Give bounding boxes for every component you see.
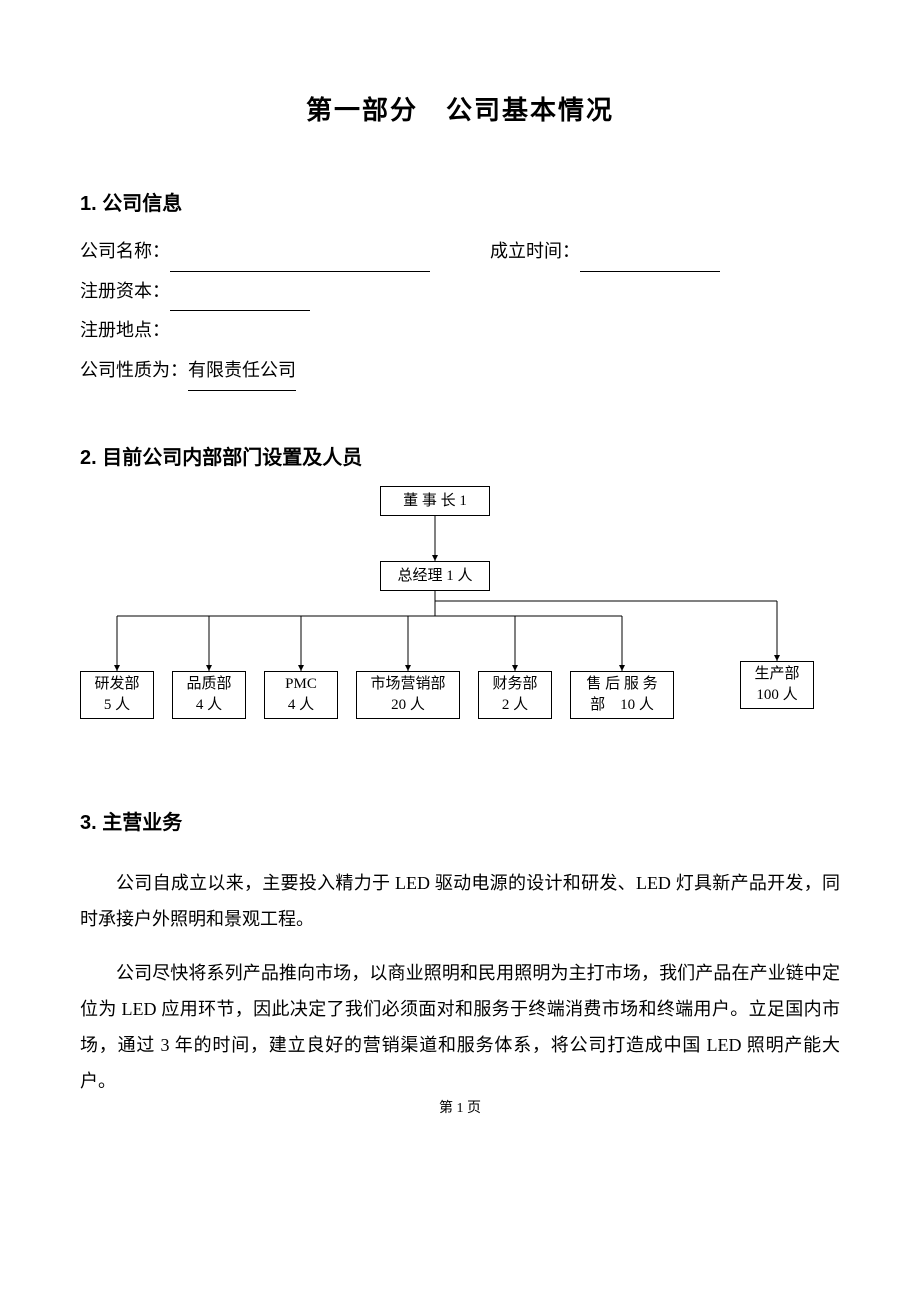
- org-node-label: 20 人: [361, 695, 455, 716]
- org-node-label: 生产部: [745, 664, 809, 685]
- org-node-label: 品质部: [177, 674, 241, 695]
- org-node-label: 研发部: [85, 674, 149, 695]
- founding-date-blank: [580, 232, 720, 272]
- org-node-qa: 品质部4 人: [172, 671, 246, 719]
- section3-heading: 3. 主营业务: [80, 806, 840, 835]
- section3-paragraph-1: 公司自成立以来，主要投入精力于 LED 驱动电源的设计和研发、LED 灯具新产品…: [80, 865, 840, 937]
- document-title: 第一部分 公司基本情况: [80, 90, 840, 127]
- section2-heading: 2. 目前公司内部部门设置及人员: [80, 441, 840, 470]
- org-node-fin: 财务部2 人: [478, 671, 552, 719]
- registered-capital-blank: [170, 272, 310, 312]
- section3-paragraph-2: 公司尽快将系列产品推向市场，以商业照明和民用照明为主打市场，我们产品在产业链中定…: [80, 955, 840, 1099]
- org-node-chair: 董 事 长 1: [380, 486, 490, 516]
- spacer: [430, 232, 490, 272]
- company-nature-row: 公司性质为： 有限责任公司: [80, 351, 840, 392]
- org-node-label: 4 人: [269, 695, 333, 716]
- org-node-label: 财务部: [483, 674, 547, 695]
- registered-location-row: 注册地点：: [80, 311, 840, 351]
- org-node-label: 5 人: [85, 695, 149, 716]
- org-node-svc: 售 后 服 务部 10 人: [570, 671, 674, 719]
- org-node-label: 售 后 服 务: [575, 674, 669, 695]
- org-node-label: 4 人: [177, 695, 241, 716]
- org-node-label: PMC: [269, 674, 333, 695]
- company-nature-label: 公司性质为：: [80, 351, 188, 392]
- company-nature-value: 有限责任公司: [188, 351, 296, 392]
- org-node-label: 2 人: [483, 695, 547, 716]
- company-name-label: 公司名称：: [80, 232, 170, 272]
- org-node-label: 100 人: [745, 685, 809, 706]
- registered-capital-label: 注册资本：: [80, 272, 170, 312]
- org-chart: 董 事 长 1总经理 1 人研发部5 人品质部4 人PMC4 人市场营销部20 …: [80, 486, 860, 746]
- document-page: 第一部分 公司基本情况 1. 公司信息 公司名称： 成立时间： 注册资本： 注册…: [0, 0, 920, 1157]
- company-name-row: 公司名称： 成立时间：: [80, 232, 840, 272]
- org-node-label: 董 事 长 1: [385, 491, 485, 512]
- section1-heading: 1. 公司信息: [80, 187, 840, 216]
- org-node-label: 总经理 1 人: [385, 566, 485, 587]
- org-node-prod: 生产部100 人: [740, 661, 814, 709]
- org-node-label: 市场营销部: [361, 674, 455, 695]
- registered-capital-row: 注册资本：: [80, 272, 840, 312]
- registered-location-label: 注册地点：: [80, 311, 170, 351]
- org-node-mkt: 市场营销部20 人: [356, 671, 460, 719]
- org-node-gm: 总经理 1 人: [380, 561, 490, 591]
- company-name-blank: [170, 232, 430, 272]
- founding-date-label: 成立时间：: [490, 232, 580, 272]
- page-footer: 第 1 页: [0, 1097, 920, 1117]
- org-node-rd: 研发部5 人: [80, 671, 154, 719]
- org-node-pmc: PMC4 人: [264, 671, 338, 719]
- org-node-label: 部 10 人: [575, 695, 669, 716]
